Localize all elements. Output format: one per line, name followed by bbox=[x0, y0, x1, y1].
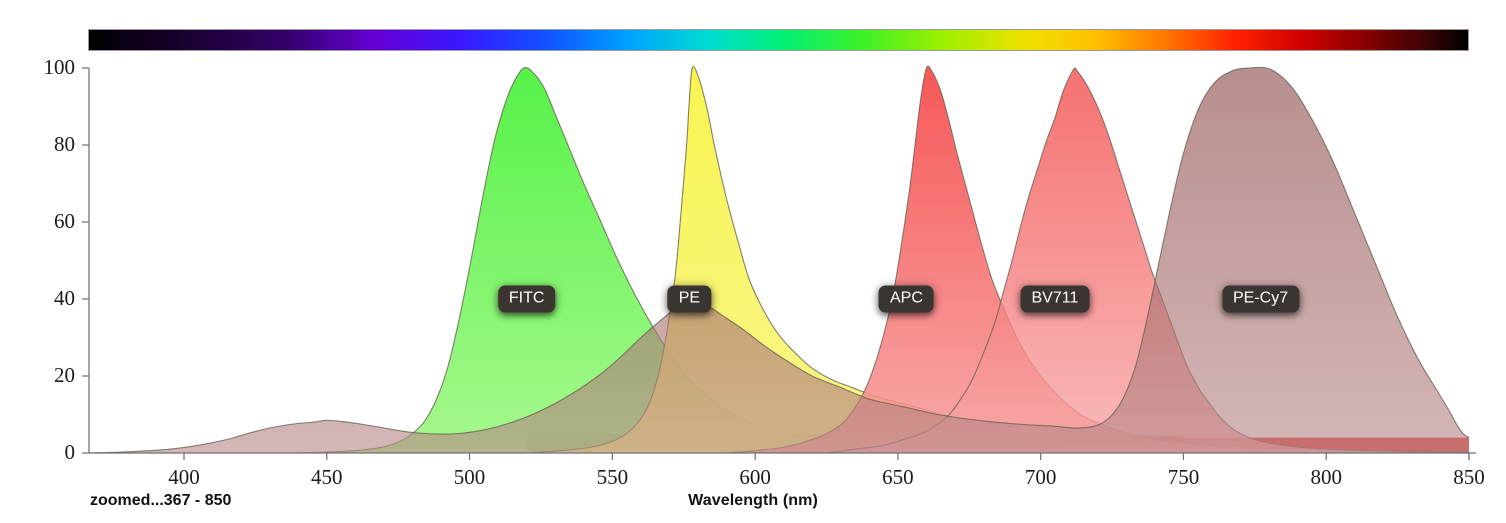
fluorophore-badge-bv711[interactable]: BV711 bbox=[1020, 285, 1090, 313]
y-tick-label-0: 0 bbox=[64, 440, 76, 464]
y-tick-label-80: 80 bbox=[54, 132, 75, 156]
x-tick-label-750: 750 bbox=[1167, 465, 1200, 489]
curve-fill-apc bbox=[726, 66, 1469, 454]
x-tick-label-600: 600 bbox=[739, 465, 771, 489]
y-tick-label-60: 60 bbox=[54, 209, 75, 233]
fluorophore-badge-fitc[interactable]: FITC bbox=[497, 285, 556, 313]
x-tick-label-500: 500 bbox=[453, 465, 486, 489]
x-tick-label-700: 700 bbox=[1024, 465, 1057, 489]
x-tick-label-800: 800 bbox=[1310, 465, 1342, 489]
x-tick-label-450: 450 bbox=[311, 465, 343, 489]
fluorophore-badge-apc[interactable]: APC bbox=[879, 285, 934, 313]
fluorophore-badge-pe[interactable]: PE bbox=[667, 285, 712, 313]
curve-fill-pe-cy7 bbox=[89, 67, 1469, 453]
y-tick-label-100: 100 bbox=[43, 55, 76, 79]
x-tick-label-650: 650 bbox=[882, 465, 914, 489]
x-tick-label-850: 850 bbox=[1453, 465, 1485, 489]
y-tick-label-20: 20 bbox=[54, 363, 75, 387]
emission-curves-layer bbox=[89, 65, 1470, 454]
fluorophore-badge-pe-cy7[interactable]: PE-Cy7 bbox=[1221, 285, 1300, 313]
curve-outline-pe-cy7 bbox=[89, 66, 1470, 454]
visible-spectrum-bar bbox=[88, 29, 1469, 51]
y-tick-label-40: 40 bbox=[54, 286, 75, 310]
curve-pe-cy7[interactable] bbox=[89, 66, 1470, 454]
x-tick-label-550: 550 bbox=[596, 465, 629, 489]
spectra-plot[interactable] bbox=[0, 60, 1506, 460]
curve-fill-fitc bbox=[298, 67, 1470, 454]
zoom-range-status: zoomed...367 - 850 bbox=[90, 492, 232, 509]
x-tick-label-400: 400 bbox=[168, 465, 200, 489]
axes-layer bbox=[82, 67, 1476, 460]
x-axis-title: Wavelength (nm) bbox=[688, 492, 818, 509]
spectra-plot-svg bbox=[82, 65, 1476, 460]
